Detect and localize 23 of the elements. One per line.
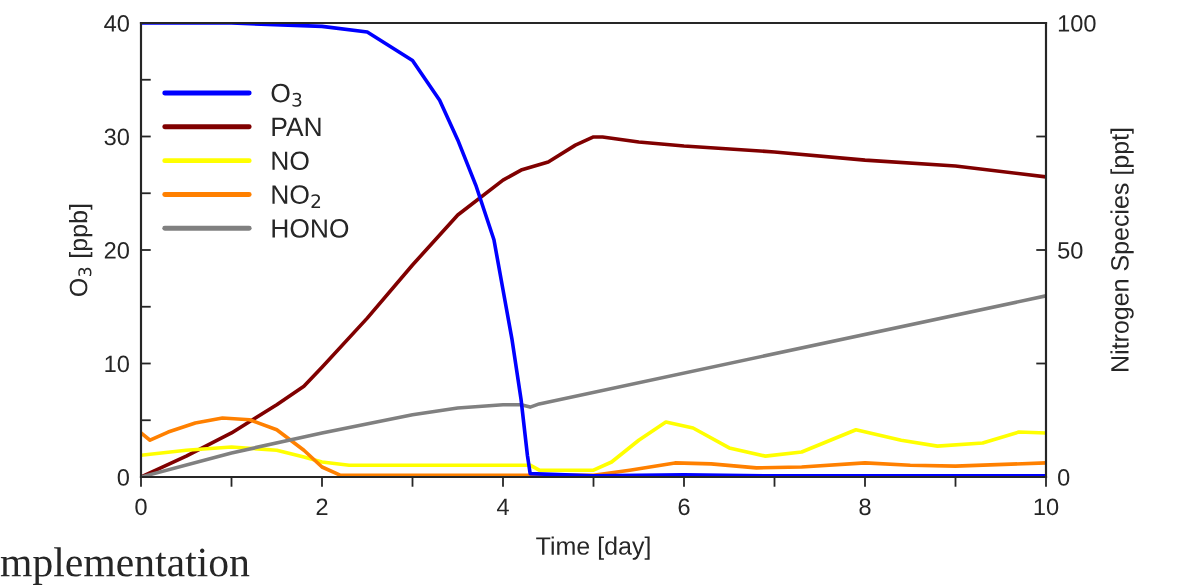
y-axis-title: O$_{3}$ [ppb] xyxy=(69,204,93,296)
legend-label: O$_{3}$ xyxy=(271,83,302,107)
y2-tick-label: 50 xyxy=(1058,242,1083,259)
x-tick-label: 6 xyxy=(678,498,690,516)
x-tick-label: 8 xyxy=(859,498,871,516)
y-tick-label: 10 xyxy=(105,355,129,373)
y-tick-label: 0 xyxy=(117,469,129,486)
y2-axis-title: Nitrogen Species [ppt] xyxy=(1110,128,1134,371)
x-tick-label: 0 xyxy=(135,498,147,516)
text: mplementation xyxy=(0,547,250,586)
y-tick-label: 40 xyxy=(104,15,129,32)
y-tick-label: 30 xyxy=(104,128,129,146)
x-tick-label: 2 xyxy=(316,498,328,515)
y2-tick-label: 0 xyxy=(1058,469,1070,486)
x-tick-label: 4 xyxy=(496,498,509,515)
legend-label: PAN xyxy=(272,117,321,137)
y2-tick-label: 100 xyxy=(1058,15,1096,32)
legend-label: NO xyxy=(272,151,309,171)
x-tick-label: 10 xyxy=(1034,498,1059,516)
legend-label: NO$_{2}$ xyxy=(272,185,321,208)
legend-label: HONO xyxy=(272,219,349,238)
x-axis-title: Time [day] xyxy=(536,536,650,560)
y-tick-label: 20 xyxy=(104,242,129,259)
